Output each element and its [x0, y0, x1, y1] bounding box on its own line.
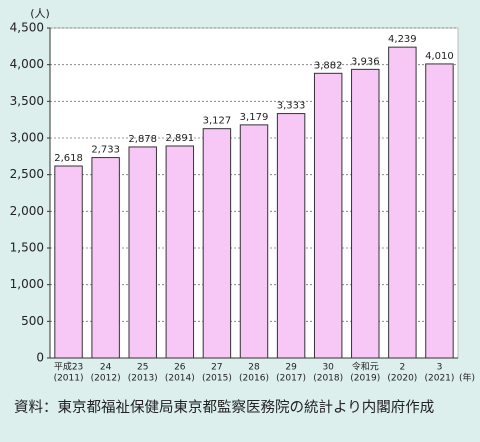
- value-label: 4,239: [388, 34, 417, 45]
- bar: [351, 68, 380, 359]
- chart: (人) (年) 0 500 1,000 1,500 2,000 2,500 3,000 3,5…: [10, 7, 475, 384]
- x-tick-year: (2013): [128, 374, 158, 384]
- y-tick-label: 1,000: [10, 277, 44, 291]
- bar: [425, 63, 454, 359]
- source-note: 資料：東京都福祉保健局東京都監察医務院の統計より内閣府作成: [14, 400, 435, 416]
- bar: [165, 145, 195, 359]
- bar: [388, 46, 417, 359]
- x-tick-label: 30: [322, 363, 334, 373]
- x-tick-label: 24: [100, 363, 112, 373]
- value-label: 2,618: [54, 153, 83, 164]
- y-tick-label: 4,000: [10, 57, 44, 71]
- x-tick-label: 27: [211, 363, 222, 373]
- value-label: 3,333: [277, 101, 306, 112]
- bar: [239, 124, 269, 359]
- value-label: 2,733: [91, 145, 120, 156]
- value-label: 3,127: [203, 116, 232, 127]
- y-unit: (人): [30, 7, 50, 20]
- bar: [128, 146, 157, 359]
- x-tick-label: 2: [399, 363, 405, 373]
- bar: [54, 165, 83, 359]
- bar: [313, 72, 343, 359]
- x-tick-year: (2020): [387, 374, 417, 384]
- x-tick-label: 26: [174, 363, 186, 373]
- x-tick-year: (2018): [313, 374, 343, 384]
- x-tick-label: 28: [248, 363, 260, 373]
- value-label: 2,878: [128, 134, 157, 145]
- x-tick-label: 25: [137, 363, 148, 373]
- x-tick-year: (2015): [202, 374, 232, 384]
- x-tick-label: 令和元: [352, 361, 379, 373]
- y-tick-label: 0: [36, 351, 44, 365]
- x-tick-label: 29: [285, 363, 297, 373]
- x-tick-year: (2016): [239, 374, 269, 384]
- y-tick-label: 2,000: [10, 204, 44, 218]
- x-tick-year: (2021): [424, 374, 454, 384]
- bar: [91, 157, 120, 359]
- value-label: 3,179: [240, 112, 269, 123]
- y-tick-label: 3,000: [10, 131, 44, 145]
- y-tick-label: 2,500: [10, 167, 44, 181]
- value-label: 3,936: [351, 56, 380, 67]
- x-tick-year: (2011): [54, 374, 84, 384]
- value-label: 3,882: [314, 60, 343, 71]
- x-tick-year: (2014): [165, 374, 195, 384]
- y-tick-label: 3,500: [10, 94, 44, 108]
- y-tick-label: 500: [21, 314, 44, 328]
- value-label: 2,891: [165, 133, 194, 144]
- y-tick-label: 4,500: [10, 21, 44, 35]
- y-tick-label: 1,500: [10, 241, 44, 255]
- x-tick-year: (2017): [276, 374, 306, 384]
- bar: [202, 128, 232, 359]
- value-label: 4,010: [425, 51, 454, 62]
- x-unit: (年): [459, 372, 475, 384]
- x-tick-year: (2019): [350, 374, 380, 384]
- x-tick-year: (2012): [91, 374, 121, 384]
- x-tick-label: 平成23: [54, 361, 83, 373]
- bar: [276, 113, 306, 359]
- x-tick-label: 3: [437, 363, 443, 373]
